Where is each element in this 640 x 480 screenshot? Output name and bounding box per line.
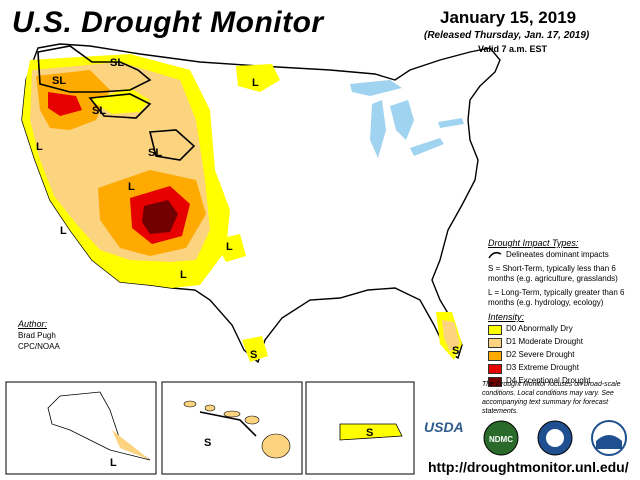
label-l-3: L: [128, 181, 135, 193]
d1-label: D1 Moderate Drought: [506, 337, 583, 346]
d0-texas-s: [242, 336, 268, 362]
label-sl-1: SL: [110, 57, 124, 69]
release-date: (Released Thursday, Jan. 17, 2019): [424, 30, 590, 41]
d0-montana: [90, 88, 150, 114]
delineates-text: Delineates dominant impacts: [506, 250, 609, 259]
d4-fourcorners: [142, 200, 178, 234]
map-date: January 15, 2019: [440, 8, 577, 27]
website-link[interactable]: http://droughtmonitor.unl.edu/: [428, 459, 629, 475]
d0-nm-tx: [214, 234, 246, 262]
legend: Drought Impact Types: Delineates dominan…: [488, 238, 638, 387]
short-term-text: S = Short-Term, typically less than 6 mo…: [488, 264, 618, 283]
legend-d0: D0 Abnormally Dry: [488, 324, 638, 335]
intensity-header: Intensity:: [488, 312, 525, 322]
label-sl-3: SL: [92, 105, 106, 117]
d4-swatch: [488, 377, 502, 387]
impact-delineations: [37, 45, 257, 437]
d1-swatch: [488, 338, 502, 348]
label-l-6: L: [180, 269, 187, 281]
impact-types-header: Drought Impact Types:: [488, 238, 579, 248]
ndmc-logo: NDMC: [483, 420, 519, 456]
hawaii-islands: [183, 400, 291, 459]
d1-florida: [442, 320, 460, 352]
valid-time: Valid 7 a.m. EST: [478, 44, 548, 54]
hawaii-inset: [161, 381, 303, 475]
label-l-5: L: [226, 241, 233, 253]
legend-d2: D2 Severe Drought: [488, 350, 638, 361]
disclaimer-note: The Drought Monitor focuses on broad-sca…: [482, 381, 621, 415]
pr-shape: [339, 423, 403, 441]
drought-areas: [22, 54, 462, 362]
d3-swatch: [488, 364, 502, 374]
great-lakes: [350, 80, 464, 158]
page-title: U.S. Drought Monitor: [12, 6, 324, 39]
impact-delineates-row: Delineates dominant impacts: [488, 250, 638, 260]
commerce-seal-icon: [537, 420, 573, 456]
label-l-2: L: [36, 141, 43, 153]
delineation-line-icon: [488, 251, 502, 259]
label-l-1: L: [252, 77, 259, 89]
d0-nd: [236, 64, 280, 92]
label-sl-4: SL: [148, 147, 162, 159]
author-org: CPC/NOAA: [18, 342, 60, 351]
legend-d3: D3 Extreme Drought: [488, 363, 638, 374]
legend-d1: D1 Moderate Drought: [488, 337, 638, 348]
impact-labels: SL SL SL SL L L L L L L S S S S L: [36, 57, 459, 469]
label-l-ak: L: [110, 457, 117, 469]
author-header: Author:: [18, 319, 48, 329]
author-block: Author: Brad Pugh CPC/NOAA: [18, 319, 60, 352]
d2-swatch: [488, 351, 502, 361]
author-name: Brad Pugh: [18, 331, 56, 340]
svg-text:NDMC: NDMC: [489, 435, 513, 444]
d0-label: D0 Abnormally Dry: [506, 324, 573, 333]
d4-label: D4 Exceptional Drought: [506, 376, 591, 385]
d2-label: D2 Severe Drought: [506, 350, 575, 359]
label-s-1: S: [250, 349, 257, 361]
alaska-d0: [112, 430, 150, 460]
label-s-4: S: [366, 427, 373, 439]
label-l-4: L: [60, 225, 67, 237]
d0-swatch: [488, 325, 502, 335]
noaa-logo-icon: [591, 420, 627, 456]
long-term-text: L = Long-Term, typically greater than 6 …: [488, 288, 625, 307]
d3-nw: [48, 92, 82, 116]
legend-d4: D4 Exceptional Drought: [488, 376, 638, 387]
usda-logo: USDA: [424, 419, 464, 435]
label-s-2: S: [452, 345, 459, 357]
label-s-3: S: [204, 437, 211, 449]
label-sl-2: SL: [52, 75, 66, 87]
d3-label: D3 Extreme Drought: [506, 363, 579, 372]
